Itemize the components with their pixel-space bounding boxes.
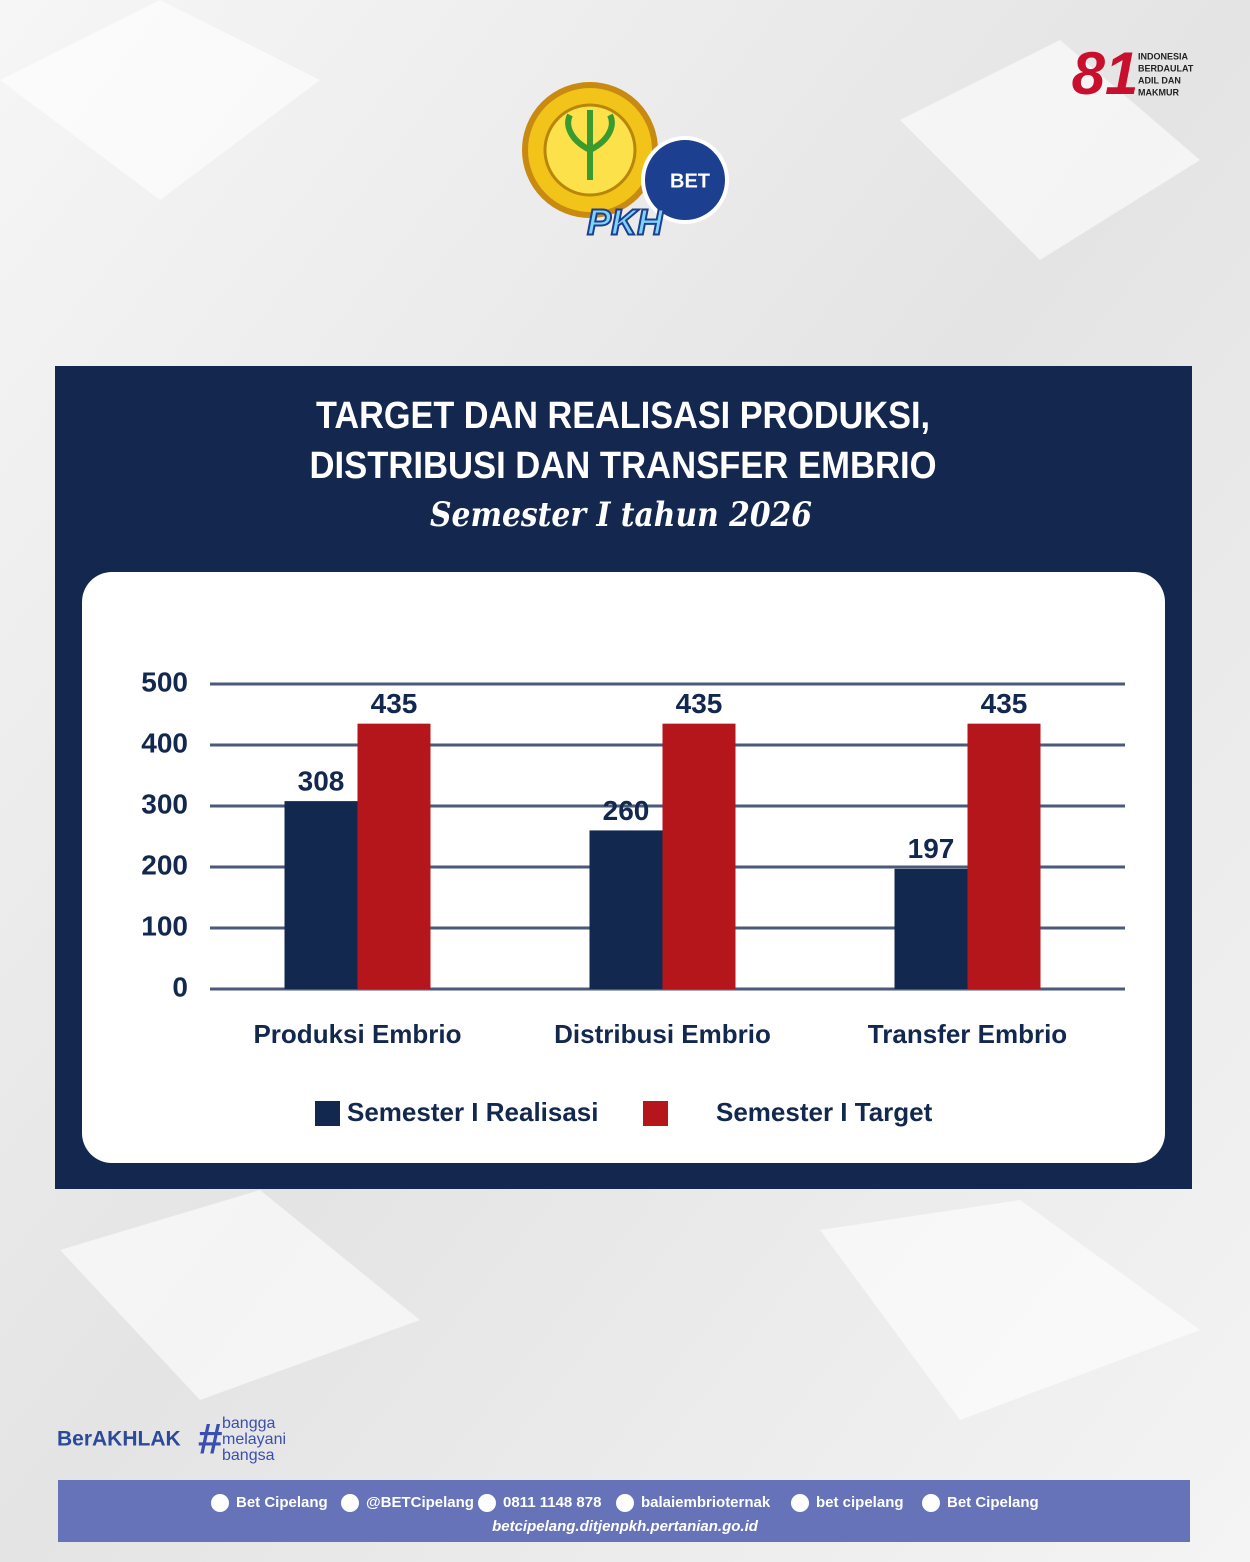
- x-tick-label: Produksi Embrio: [253, 1019, 461, 1049]
- y-tick-label: 200: [141, 849, 188, 880]
- logo-right-text: ADIL DAN: [1138, 75, 1181, 85]
- chart-title: DISTRIBUSI DAN TRANSFER EMBRIO: [310, 445, 937, 487]
- logo-badge: BET: [670, 170, 710, 192]
- value-label: 260: [603, 795, 650, 826]
- social-handle: bet cipelang: [816, 1494, 904, 1511]
- social-icon: [791, 1494, 809, 1512]
- social-icon: [478, 1494, 496, 1512]
- legend-label: Semester I Target: [716, 1097, 933, 1127]
- background-pattern: [0, 0, 1200, 1420]
- social-handle: Bet Cipelang: [236, 1494, 328, 1511]
- bar: [894, 868, 968, 989]
- social-icon: [616, 1494, 634, 1512]
- hash-icon: #: [198, 1415, 222, 1464]
- bar: [284, 801, 358, 989]
- bar: [662, 723, 736, 989]
- chart-subtitle: Semester I tahun 2026: [430, 495, 812, 535]
- logo-number: 81: [1072, 40, 1139, 107]
- social-handle: @BETCipelang: [366, 1494, 474, 1511]
- y-tick-label: 400: [141, 727, 188, 758]
- x-tick-label: Transfer Embrio: [868, 1019, 1067, 1049]
- y-tick-label: 300: [141, 788, 188, 819]
- y-tick-label: 500: [141, 666, 188, 697]
- tagline: bangga: [222, 1415, 275, 1432]
- legend-swatch: [643, 1101, 668, 1126]
- logo-text: PKH: [587, 202, 664, 243]
- bar: [589, 830, 663, 989]
- value-label: 435: [981, 688, 1028, 719]
- logo-right-text: MAKMUR: [1138, 87, 1179, 97]
- legend-swatch: [315, 1101, 340, 1126]
- social-handle: Bet Cipelang: [947, 1494, 1039, 1511]
- tagline: bangsa: [222, 1447, 275, 1464]
- y-tick-label: 100: [141, 910, 188, 941]
- logo-right-text: INDONESIA: [1138, 51, 1189, 61]
- value-label: 435: [371, 688, 418, 719]
- website: betcipelang.ditjenpkh.pertanian.go.id: [492, 1518, 759, 1535]
- y-tick-label: 0: [172, 971, 188, 1002]
- chart-title: TARGET DAN REALISASI PRODUKSI,: [316, 395, 930, 437]
- bar: [967, 723, 1041, 989]
- logo-right-text: BERDAULAT: [1138, 63, 1194, 73]
- tagline: melayani: [222, 1431, 286, 1448]
- logo-left: BET PKH: [522, 82, 729, 244]
- social-handle: 0811 1148 878: [503, 1494, 601, 1511]
- social-icon: [211, 1494, 229, 1512]
- social-icon: [341, 1494, 359, 1512]
- legend-label: Semester I Realisasi: [347, 1097, 599, 1127]
- logo-right: 81: [1072, 40, 1139, 107]
- value-label: 435: [676, 688, 723, 719]
- bar: [357, 723, 431, 989]
- value-label: 197: [908, 833, 955, 864]
- social-handle: balaiembrioternak: [641, 1494, 771, 1511]
- x-tick-label: Distribusi Embrio: [554, 1019, 771, 1049]
- value-label: 308: [298, 766, 345, 797]
- social-icon: [922, 1494, 940, 1512]
- brand: BerAKHLAK: [57, 1428, 181, 1451]
